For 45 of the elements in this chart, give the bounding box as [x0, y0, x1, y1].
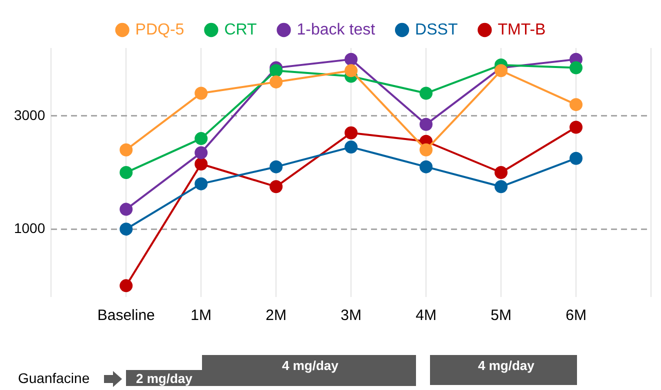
- y-tick-label: 3000: [14, 106, 46, 123]
- point: [270, 160, 283, 174]
- x-tick-label: 5M: [490, 307, 512, 324]
- point: [420, 160, 433, 174]
- point: [344, 64, 358, 78]
- legend-label: DSST: [415, 21, 458, 38]
- point: [494, 180, 508, 194]
- point: [194, 177, 208, 190]
- point: [420, 118, 433, 131]
- point: [120, 222, 133, 236]
- x-tick-label: 3M: [340, 307, 362, 324]
- x-tick-label: 6M: [566, 307, 586, 324]
- point: [194, 86, 208, 100]
- dose-block: 4 mg/day: [430, 355, 577, 385]
- point: [194, 146, 208, 160]
- point: [570, 61, 583, 74]
- point: [420, 143, 433, 156]
- point: [270, 75, 283, 88]
- point: [344, 140, 358, 154]
- point: [494, 166, 508, 179]
- point: [120, 279, 133, 292]
- point: [120, 143, 133, 156]
- legend-label: 1-back test: [296, 21, 376, 38]
- point: [570, 120, 583, 134]
- x-tick-label: Baseline: [97, 307, 155, 324]
- legend-label: PDQ-5: [135, 21, 184, 38]
- point: [270, 64, 283, 78]
- point: [420, 86, 433, 100]
- point: [194, 158, 208, 171]
- x-tick-label: 1M: [190, 307, 212, 324]
- point: [494, 64, 508, 78]
- point: [344, 126, 358, 140]
- x-tick-label: 2M: [266, 307, 287, 324]
- text: Guanfacine: [18, 370, 90, 386]
- legend-label: TMT-B: [498, 21, 546, 38]
- point: [120, 202, 133, 216]
- point: [194, 132, 208, 146]
- legend-label: CRT: [224, 21, 258, 38]
- point: [270, 180, 283, 194]
- point: [120, 166, 133, 179]
- point: [344, 52, 358, 66]
- x-tick-label: 4M: [416, 307, 436, 324]
- y-tick-label: 1000: [14, 220, 46, 236]
- point: [570, 152, 583, 165]
- point: [570, 98, 583, 112]
